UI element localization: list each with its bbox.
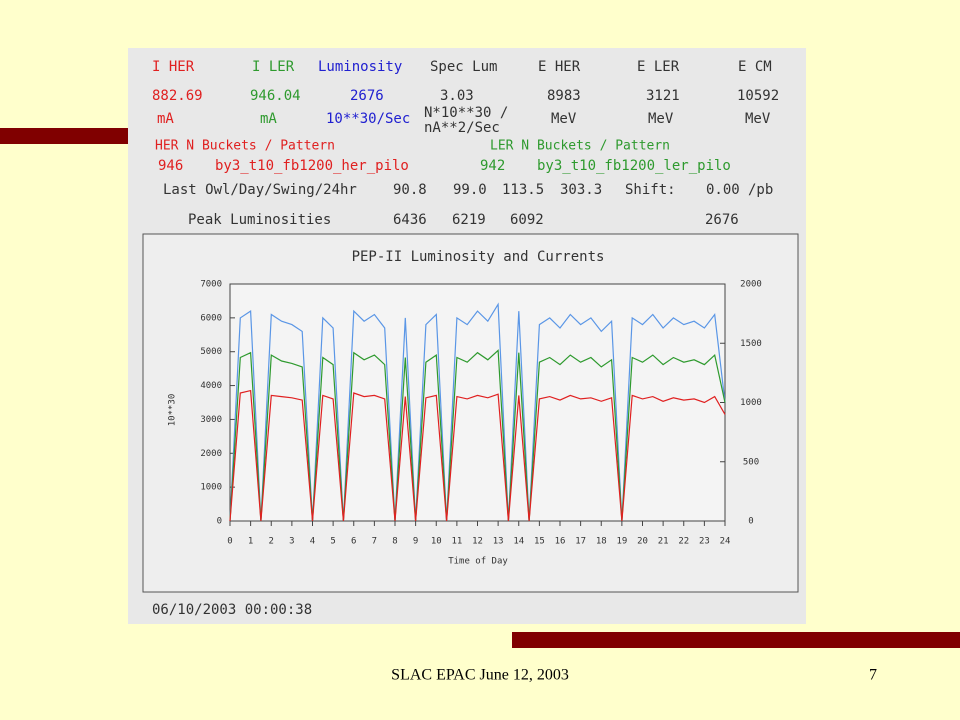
unit: mA — [260, 111, 277, 127]
x-tick-label: 23 — [699, 537, 710, 547]
x-tick-label: 21 — [658, 537, 669, 547]
y2-tick-label: 500 — [743, 457, 759, 467]
buckets: 946 — [158, 158, 183, 174]
shift-label: Shift: — [625, 182, 676, 198]
y2-tick-label: 0 — [748, 517, 753, 527]
reading: 2676 — [350, 88, 384, 104]
peak-value: 2676 — [705, 212, 739, 228]
x-tick-label: 6 — [351, 537, 356, 547]
label: Luminosity — [318, 59, 402, 75]
y-tick-label: 3000 — [200, 415, 222, 425]
unit: nA**2/Sec — [424, 120, 500, 136]
peak-value: 6219 — [452, 212, 486, 228]
shift-value: 90.8 — [393, 182, 427, 198]
y2-tick-label: 2000 — [740, 280, 762, 290]
label: I LER — [252, 59, 295, 75]
x-tick-label: 10 — [431, 537, 442, 547]
reading: 946.04 — [250, 88, 301, 104]
header: I HER I LER Luminosity Spec Lum E HER E … — [152, 59, 779, 618]
x-tick-label: 16 — [555, 537, 566, 547]
peak-value: 6092 — [510, 212, 544, 228]
shift-value: 303.3 — [560, 182, 602, 198]
shift-value: 0.00 — [706, 182, 740, 198]
x-tick-label: 15 — [534, 537, 545, 547]
reading: 8983 — [547, 88, 581, 104]
chart-title: PEP-II Luminosity and Currents — [352, 249, 605, 265]
label: E LER — [637, 59, 680, 75]
y2-tick-label: 1500 — [740, 339, 762, 349]
x-tick-label: 20 — [637, 537, 648, 547]
x-tick-label: 7 — [372, 537, 377, 547]
unit: MeV — [745, 111, 771, 127]
x-tick-label: 17 — [575, 537, 586, 547]
y2-tick-label: 1000 — [740, 398, 762, 408]
footer: SLAC EPAC June 12, 2003 — [391, 667, 569, 684]
reading: 3121 — [646, 88, 680, 104]
x-tick-label: 2 — [269, 537, 274, 547]
peak-label: Peak Luminosities — [188, 212, 331, 228]
reading: 3.03 — [440, 88, 474, 104]
series-line — [229, 389, 726, 522]
y-tick-label: 5000 — [200, 347, 222, 357]
x-tick-label: 19 — [616, 537, 627, 547]
y-tick-label: 6000 — [200, 313, 222, 323]
y-tick-label: 4000 — [200, 381, 222, 391]
timestamp: 06/10/2003 00:00:38 — [152, 602, 312, 618]
reading: 882.69 — [152, 88, 203, 104]
pattern: by3_t10_fb1200_ler_pilo — [537, 158, 731, 174]
slide-number: 7 — [869, 667, 877, 684]
x-tick-label: 22 — [678, 537, 689, 547]
label: E HER — [538, 59, 581, 75]
accent-bar — [512, 632, 960, 648]
y-tick-label: 2000 — [200, 449, 222, 459]
x-tick-label: 0 — [227, 537, 232, 547]
x-tick-label: 5 — [330, 537, 335, 547]
y-tick-label: 7000 — [200, 280, 222, 290]
pattern: by3_t10_fb1200_her_pilo — [215, 158, 409, 174]
buckets: 942 — [480, 158, 505, 174]
x-tick-label: 14 — [513, 537, 524, 547]
accent-bar — [0, 128, 130, 144]
unit: MeV — [551, 111, 577, 127]
x-tick-label: 11 — [451, 537, 462, 547]
label: I HER — [152, 59, 195, 75]
x-tick-label: 12 — [472, 537, 483, 547]
label: Spec Lum — [430, 59, 497, 75]
x-tick-label: 18 — [596, 537, 607, 547]
unit: N*10**30 / — [424, 105, 508, 121]
unit: mA — [157, 111, 174, 127]
pattern-label: LER N Buckets / Pattern — [490, 139, 670, 154]
reading: 10592 — [737, 88, 779, 104]
x-axis-label: Time of Day — [448, 557, 508, 567]
y-tick-label: 1000 — [200, 483, 222, 493]
y-tick-label: 0 — [217, 517, 222, 527]
peak-value: 6436 — [393, 212, 427, 228]
y-axis-label: 10**30 — [168, 394, 178, 427]
x-tick-label: 4 — [310, 537, 315, 547]
x-tick-label: 13 — [493, 537, 504, 547]
x-tick-label: 9 — [413, 537, 418, 547]
plot-area — [229, 283, 726, 522]
x-tick-label: 24 — [720, 537, 731, 547]
unit: 10**30/Sec — [326, 111, 410, 127]
pattern-label: HER N Buckets / Pattern — [155, 139, 335, 154]
shift-value: 113.5 — [502, 182, 544, 198]
plot: 0100020003000400050006000700005001000150… — [200, 280, 762, 547]
shift-value: 99.0 — [453, 182, 487, 198]
label: E CM — [738, 59, 772, 75]
shift-label: Last Owl/Day/Swing/24hr — [163, 182, 357, 198]
x-tick-label: 3 — [289, 537, 294, 547]
x-tick-label: 1 — [248, 537, 253, 547]
shift-unit: /pb — [748, 182, 773, 198]
unit: MeV — [648, 111, 674, 127]
x-tick-label: 8 — [392, 537, 397, 547]
